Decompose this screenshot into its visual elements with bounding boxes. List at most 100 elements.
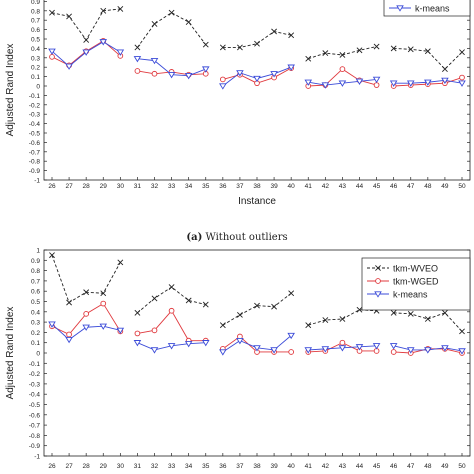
x-tick-label: 33 (168, 183, 176, 190)
y-tick-label: -0.4 (29, 392, 41, 399)
triangle-marker (441, 77, 449, 85)
x-marker (49, 252, 55, 259)
x-tick-label: 39 (270, 463, 278, 470)
caption-text: Without outliers (205, 232, 288, 243)
triangle-marker (236, 337, 244, 345)
x-tick-label: 36 (219, 183, 227, 190)
y-tick-label: -0.6 (29, 412, 41, 419)
circle-marker (134, 68, 141, 74)
series-line (308, 46, 377, 60)
x-tick-label: 45 (373, 183, 381, 190)
x-marker (459, 49, 465, 56)
triangle-marker (304, 79, 313, 86)
triangle-marker (355, 78, 364, 85)
triangle-marker (116, 49, 125, 56)
y-tick-label: 0.4 (31, 309, 40, 316)
triangle-marker (406, 80, 415, 87)
x-marker (185, 297, 192, 304)
y-tick-label: -0.2 (29, 102, 41, 109)
circle-marker (390, 349, 397, 355)
y-tick-label: 0.1 (31, 74, 40, 81)
x-marker (254, 302, 260, 309)
triangle-marker (150, 347, 159, 354)
x-tick-label: 39 (270, 183, 278, 190)
circle-marker (339, 66, 346, 72)
x-marker (254, 40, 260, 47)
legend-label: tkm-WVEO (393, 264, 438, 274)
series-line (393, 312, 463, 332)
x-marker (100, 7, 107, 14)
y-tick-label: -0.8 (29, 159, 41, 166)
triangle-marker (270, 347, 278, 354)
y-tick-label: -0.3 (29, 112, 41, 119)
x-tick-label: 26 (48, 463, 56, 470)
triangle-marker (82, 324, 90, 331)
y-tick-label: -0.1 (29, 93, 41, 100)
x-marker (236, 44, 243, 51)
triangle-marker (372, 76, 381, 84)
y-tick-label: 0.8 (31, 8, 40, 15)
x-tick-label: 43 (339, 183, 347, 190)
series-line (51, 254, 121, 304)
triangle-marker (424, 347, 432, 354)
x-marker (459, 328, 465, 335)
x-tick-label: 46 (390, 463, 398, 470)
triangle-marker (167, 343, 176, 350)
x-tick-label: 42 (322, 183, 330, 190)
triangle-marker (219, 349, 227, 356)
x-tick-label: 35 (202, 183, 210, 190)
y-tick-label: 0.5 (31, 37, 40, 44)
triangle-marker (133, 56, 142, 63)
y-tick-label: 0.9 (31, 258, 40, 265)
x-marker (407, 310, 414, 317)
caption-label: (a) (186, 232, 203, 243)
x-tick-label: 40 (288, 463, 296, 470)
circle-marker (83, 311, 90, 317)
x-tick-label: 28 (83, 463, 91, 470)
x-marker (168, 284, 175, 290)
x-tick-label: 29 (100, 183, 108, 190)
y-tick-label: 0.3 (31, 320, 40, 327)
x-tick-label: 45 (373, 463, 381, 470)
circle-marker (373, 82, 380, 88)
y-tick-label: 0.3 (31, 55, 40, 62)
x-marker (271, 28, 278, 35)
triangle-marker (270, 71, 278, 78)
y-tick-label: 0.9 (31, 0, 40, 6)
x-tick-label: 30 (117, 183, 125, 190)
x-tick-label: 43 (339, 463, 347, 470)
x-marker (219, 322, 226, 329)
x-tick-label: 48 (424, 183, 432, 190)
legend-label: k-means (393, 290, 428, 300)
x-marker (390, 309, 397, 316)
triangle-marker (396, 5, 404, 12)
triangle-marker (253, 75, 261, 83)
x-marker (339, 52, 346, 58)
triangle-marker (82, 49, 90, 56)
x-tick-label: 36 (219, 463, 227, 470)
x-marker (66, 299, 73, 306)
x-marker (202, 301, 209, 308)
x-tick-label: 31 (134, 463, 142, 470)
x-tick-label: 28 (83, 183, 91, 190)
triangle-marker (65, 336, 73, 344)
x-marker (236, 311, 243, 318)
legend-box (361, 257, 471, 311)
triangle-marker (458, 80, 466, 87)
triangle-marker (201, 66, 210, 73)
y-tick-label: -0.9 (29, 443, 41, 450)
x-marker (424, 316, 431, 322)
y-tick-label: -0.2 (29, 371, 41, 378)
y-tick-label: -0.3 (29, 381, 41, 388)
x-tick-label: 35 (202, 463, 210, 470)
y-tick-label: -0.7 (29, 423, 41, 430)
y-tick-label: -0.5 (29, 402, 41, 409)
x-marker (339, 316, 346, 322)
y-tick-label: -1 (34, 454, 40, 461)
y-tick-label: 0.1 (31, 340, 40, 347)
triangle-marker (458, 348, 466, 355)
triangle-marker (184, 341, 193, 348)
x-marker (424, 48, 431, 55)
x-marker (407, 46, 414, 53)
